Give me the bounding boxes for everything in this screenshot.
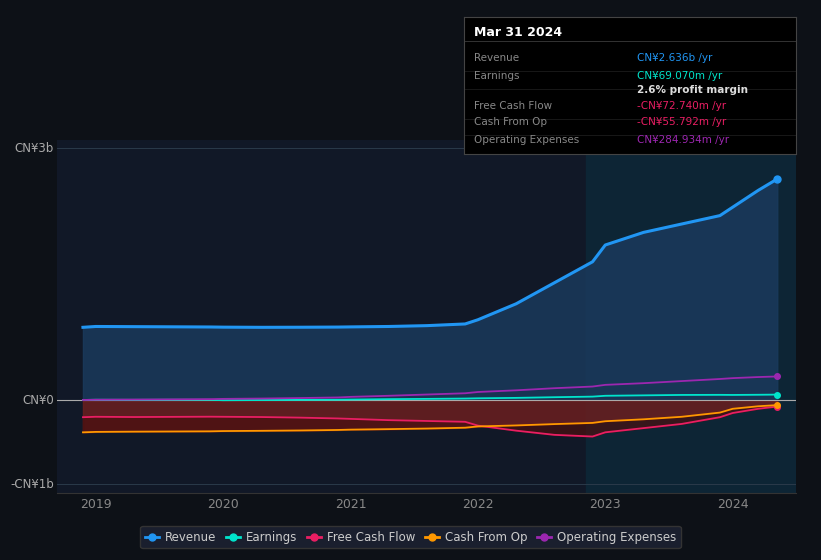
Text: 2.6% profit margin: 2.6% profit margin bbox=[637, 85, 748, 95]
Legend: Revenue, Earnings, Free Cash Flow, Cash From Op, Operating Expenses: Revenue, Earnings, Free Cash Flow, Cash … bbox=[140, 526, 681, 548]
Text: -CN¥1b: -CN¥1b bbox=[10, 478, 54, 491]
Text: CN¥284.934m /yr: CN¥284.934m /yr bbox=[637, 136, 729, 145]
Text: Revenue: Revenue bbox=[474, 53, 519, 63]
Text: -CN¥72.740m /yr: -CN¥72.740m /yr bbox=[637, 101, 726, 111]
Text: CN¥2.636b /yr: CN¥2.636b /yr bbox=[637, 53, 712, 63]
Text: CN¥3b: CN¥3b bbox=[15, 142, 54, 155]
Text: Cash From Op: Cash From Op bbox=[474, 118, 547, 128]
Text: -CN¥55.792m /yr: -CN¥55.792m /yr bbox=[637, 118, 726, 128]
Text: CN¥69.070m /yr: CN¥69.070m /yr bbox=[637, 71, 722, 81]
Text: Free Cash Flow: Free Cash Flow bbox=[474, 101, 552, 111]
Bar bbox=[586, 140, 796, 493]
Text: CN¥0: CN¥0 bbox=[22, 394, 54, 407]
Text: Operating Expenses: Operating Expenses bbox=[474, 136, 579, 145]
Text: Earnings: Earnings bbox=[474, 71, 520, 81]
Text: Mar 31 2024: Mar 31 2024 bbox=[474, 26, 562, 39]
